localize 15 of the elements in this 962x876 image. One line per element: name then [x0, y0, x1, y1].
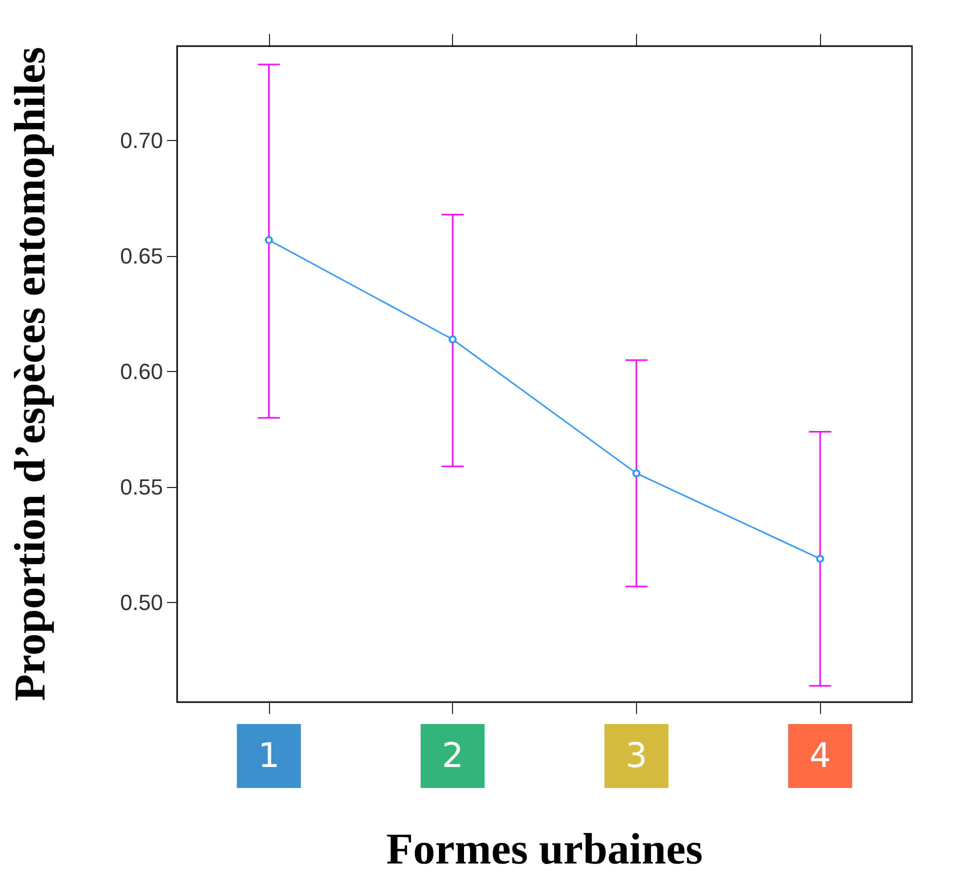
y-tick-label: 0.50	[120, 590, 163, 616]
point	[264, 236, 273, 244]
x-tick-label: 4	[809, 736, 831, 776]
y-tick-label: 0.70	[120, 128, 163, 154]
x-tick-label: 1	[258, 736, 280, 776]
point	[448, 335, 457, 344]
x-tick-label: 3	[626, 736, 648, 776]
y-axis-title: Proportion d’espèces entomophiles	[6, 46, 54, 702]
y-tick-label: 0.60	[120, 359, 163, 384]
x-axis-title: Formes urbaines	[386, 824, 703, 874]
point	[632, 469, 640, 478]
y-tick-label: 0.65	[120, 244, 163, 269]
point	[816, 554, 824, 563]
y-tick-label: 0.55	[120, 474, 163, 500]
x-tick-label: 2	[442, 736, 464, 776]
